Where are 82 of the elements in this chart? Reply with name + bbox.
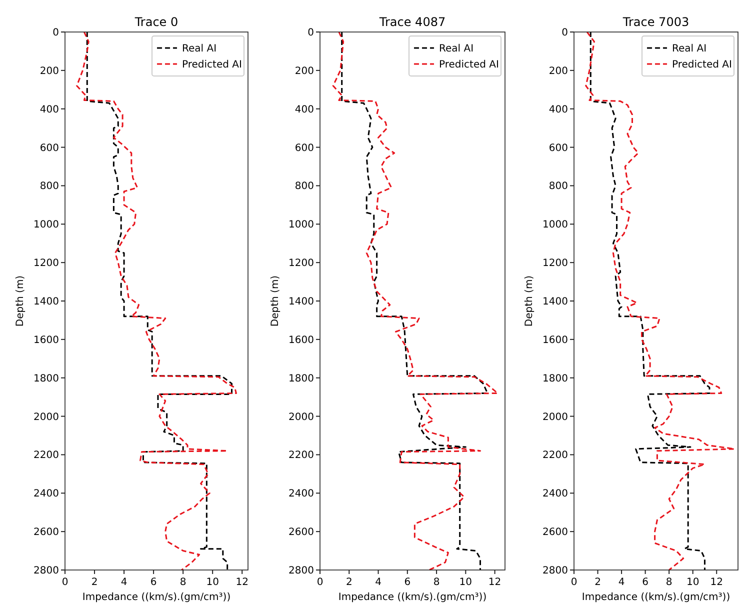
line-series [585,31,736,571]
chart-title: Trace 7003 [622,15,690,29]
y-tick-label: 2400 [34,488,59,500]
x-tick-label: 12 [710,577,723,588]
legend-label: Predicted AI [182,60,242,70]
x-tick-label: 4 [375,577,382,588]
y-tick-label: 2600 [542,527,568,538]
y-tick-label: 2600 [34,527,59,538]
y-tick-label: 2200 [34,450,59,462]
x-tick-label: 12 [488,577,502,588]
y-tick-label: 1400 [288,296,314,308]
y-tick-label: 1800 [542,373,568,384]
x-tick-label: 2 [346,577,352,588]
x-tick-label: 0 [570,577,578,588]
x-tick-label: 12 [236,577,248,588]
y-tick-label: 0 [562,28,568,38]
legend-label: Predicted AI [439,60,499,70]
x-axis-title: Impedance ((km/s).(gm/cm³)) [582,592,730,603]
y-tick-label: 1000 [288,220,314,231]
y-tick-label: 2800 [34,566,59,576]
y-tick-label: 1200 [542,258,568,270]
y-tick-label: 1600 [288,334,314,346]
y-tick-label: 1800 [288,373,314,384]
y-tick-label: 1800 [34,373,59,384]
legend-label: Predicted AI [672,60,732,70]
y-tick-label: 2400 [542,488,568,500]
y-tick-label: 2200 [288,450,314,462]
x-tick-label: 6 [642,577,648,588]
y-tick-label: 1000 [34,220,59,231]
y-tick-label: 2000 [34,412,59,423]
x-axis-title: Impedance ((km/s).(gm/cm³)) [82,592,231,603]
x-tick-label: 8 [666,577,672,588]
x-tick-label: 8 [180,577,186,588]
y-tick-label: 600 [548,142,568,154]
y-tick-label: 200 [40,66,59,77]
y-tick-label: 0 [308,28,314,38]
y-tick-label: 800 [548,181,568,192]
x-tick-label: 0 [316,577,324,588]
y-tick-label: 600 [40,142,59,154]
y-tick-label: 600 [294,142,314,154]
legend-label: Real AI [439,44,474,54]
x-tick-label: 8 [433,577,440,588]
legend-label: Real AI [182,44,217,54]
y-tick-label: 800 [294,181,314,192]
x-tick-label: 2 [91,577,98,588]
y-tick-label: 1000 [542,220,568,231]
y-tick-label: 1600 [542,334,568,346]
y-tick-label: 2800 [288,566,314,576]
x-tick-label: 10 [459,577,472,588]
y-axis-title: Depth (m) [270,275,281,327]
y-tick-label: 800 [40,181,59,192]
y-axis-title: Depth (m) [15,275,26,327]
x-tick-label: 10 [206,577,219,588]
y-tick-label: 400 [548,104,568,116]
x-tick-label: 10 [686,577,700,588]
y-tick-label: 2200 [542,450,568,462]
y-tick-label: 1200 [288,258,314,270]
y-tick-label: 400 [294,104,314,116]
x-tick-label: 4 [120,577,128,588]
y-tick-label: 2400 [288,488,314,500]
y-tick-label: 2000 [288,412,314,423]
x-tick-label: 6 [404,577,411,588]
y-tick-label: 200 [294,66,314,77]
y-tick-label: 400 [40,104,59,116]
y-tick-label: 1600 [34,334,59,346]
chart-title: Trace 4087 [378,15,446,29]
chart-title: Trace 0 [134,15,178,29]
y-tick-label: 2800 [542,566,568,576]
legend-label: Real AI [672,44,707,54]
y-tick-label: 2000 [542,412,568,423]
x-tick-label: 0 [62,577,68,588]
x-tick-label: 6 [150,577,157,588]
y-tick-label: 1400 [542,296,568,308]
x-tick-label: 2 [594,577,601,588]
x-tick-label: 4 [618,577,625,588]
x-axis-title: Impedance ((km/s).(gm/cm³)) [338,592,487,603]
y-axis-title: Depth (m) [524,275,535,327]
y-tick-label: 1400 [34,296,59,308]
y-tick-label: 0 [52,28,59,38]
y-tick-label: 1200 [34,258,59,270]
y-tick-label: 2600 [288,527,314,538]
y-tick-label: 200 [548,66,568,77]
